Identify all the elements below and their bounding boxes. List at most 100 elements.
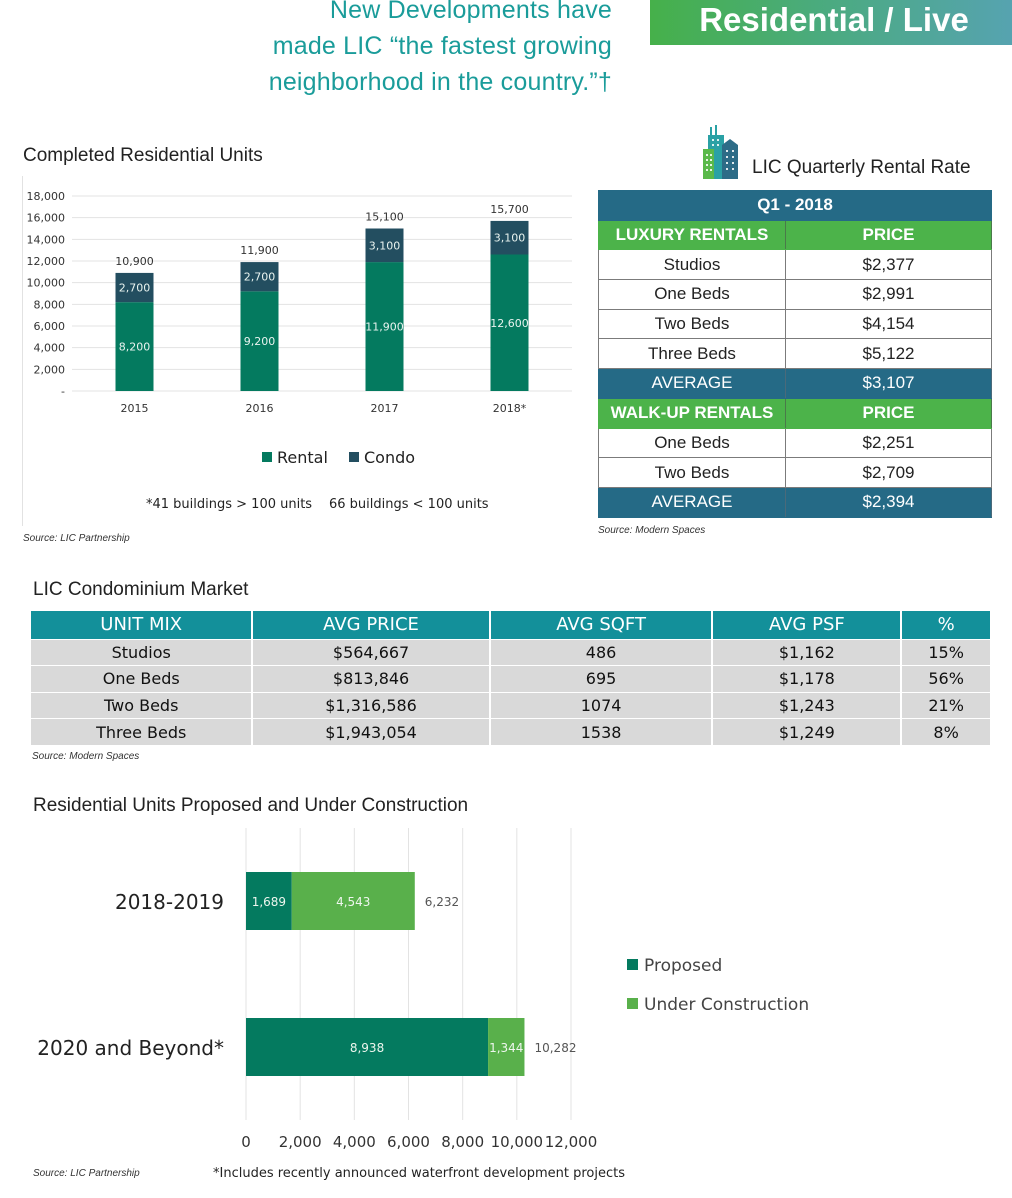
section-banner: Residential / Live [650, 0, 1012, 45]
bar-total-label: 10,900 [115, 255, 154, 268]
table-row: One Beds $2,991 [598, 279, 992, 310]
price-cell: $5,122 [785, 338, 992, 370]
condo-market-title: LIC Condominium Market [33, 579, 249, 600]
y-tick-label: 14,000 [27, 233, 66, 246]
y-category-label: 2020 and Beyond* [37, 1036, 224, 1060]
rental-rate-title: LIC Quarterly Rental Rate [752, 157, 971, 178]
bar-value-label: 2,700 [244, 271, 276, 284]
period-cell: Q1 - 2018 [598, 190, 992, 221]
bar-total-label: 15,700 [490, 203, 529, 216]
x-tick-label: 2016 [246, 402, 274, 415]
headline-line: New Developments have [329, 0, 612, 24]
chart-footnote: 66 buildings < 100 units [329, 497, 489, 512]
legend-swatch-rental [262, 452, 272, 462]
bar-proposed [246, 872, 292, 930]
bar-value-label: 9,200 [244, 335, 276, 348]
x-tick-label: 8,000 [441, 1133, 484, 1151]
bar-value-label: 1,689 [252, 895, 286, 909]
header-cell: PRICE [785, 397, 992, 429]
walkup-header-row: WALK-UP RENTALS PRICE [598, 397, 992, 429]
average-label-cell: AVERAGE [598, 368, 786, 399]
column-header: % [901, 611, 990, 639]
y-tick-label: 10,000 [27, 277, 66, 290]
y-tick-label: 18,000 [27, 190, 66, 203]
bar-value-label: 4,543 [336, 895, 370, 909]
table-row: Studios $2,377 [598, 249, 992, 281]
percent-cell: 8% [901, 718, 990, 745]
legend-label: Condo [364, 448, 415, 467]
table-period-row: Q1 - 2018 [598, 190, 992, 221]
avg-psf-cell: $1,178 [712, 665, 903, 692]
chart-footnote: *41 buildings > 100 units [146, 497, 312, 512]
walkup-average-row: AVERAGE $2,394 [598, 486, 992, 518]
y-tick-label: 4,000 [34, 342, 66, 355]
bar-value-label: 12,600 [490, 317, 529, 330]
bar-value-label: 11,900 [365, 321, 404, 334]
y-tick-label: 2,000 [34, 363, 66, 376]
percent-cell: 21% [901, 691, 990, 719]
proposed-units-chart: 0 2,000 4,000 6,000 8,000 10,000 12,000 1,689 4,… [37, 828, 809, 1151]
bar-condo [115, 272, 154, 303]
bar-total-label: 15,100 [365, 211, 404, 224]
bar-value-label: 8,938 [350, 1041, 384, 1055]
bar-total-label: 10,282 [534, 1041, 576, 1055]
table-row: Three Beds $5,122 [598, 338, 992, 370]
column-header: AVG SQFT [489, 611, 714, 639]
bar-under-construction [291, 872, 415, 930]
x-tick-label: 10,000 [491, 1133, 544, 1151]
headline-line: made LIC “the fastest growing [272, 32, 612, 60]
x-tick-label: 0 [241, 1133, 251, 1151]
x-tick-label: 6,000 [387, 1133, 430, 1151]
x-tick-label: 2015 [121, 402, 149, 415]
bar-condo [365, 228, 404, 263]
luxury-header-row: LUXURY RENTALS PRICE [598, 219, 992, 251]
table-row: Three Beds $1,943,054 1538 $1,249 8% [31, 718, 990, 745]
bar-condo [240, 262, 279, 292]
header-cell: WALK-UP RENTALS [598, 397, 786, 429]
bar-rental [240, 291, 279, 391]
column-header: AVG PSF [712, 611, 903, 639]
legend-swatch-condo [349, 452, 359, 462]
table-row: Studios $564,667 486 $1,162 15% [31, 638, 990, 666]
headline-line: neighborhood in the country.”† [268, 68, 612, 96]
percent-cell: 56% [901, 665, 990, 692]
column-header: AVG PRICE [252, 611, 491, 639]
unit-type-cell: Studios [598, 249, 786, 281]
header-cell: LUXURY RENTALS [598, 219, 786, 251]
x-tick-label: 2018* [493, 402, 527, 415]
price-cell: $2,377 [785, 249, 992, 281]
table-row: One Beds $2,251 [598, 427, 992, 459]
bar-rental [115, 302, 154, 391]
avg-psf-cell: $1,162 [712, 638, 903, 666]
x-tick-label: 2,000 [279, 1133, 322, 1151]
price-cell: $2,709 [785, 457, 992, 488]
price-cell: $2,251 [785, 427, 992, 459]
condo-market-table: UNIT MIX AVG PRICE AVG SQFT AVG PSF % St… [31, 611, 990, 745]
table-header-row: UNIT MIX AVG PRICE AVG SQFT AVG PSF % [31, 611, 990, 639]
bar-rental [490, 254, 529, 391]
proposed-units-source: Source: LIC Partnership [33, 1168, 140, 1179]
bar-total-label: 6,232 [425, 895, 459, 909]
avg-sqft-cell: 1074 [489, 691, 714, 719]
legend-label: Proposed [644, 956, 722, 976]
chart-frame-divider [22, 176, 23, 526]
y-tick-label: 16,000 [27, 212, 66, 225]
x-tick-label: 2017 [371, 402, 399, 415]
unit-type-cell: Two Beds [598, 308, 786, 340]
completed-units-source: Source: LIC Partnership [23, 533, 130, 544]
unit-type-cell: Three Beds [598, 338, 786, 370]
avg-price-cell: $813,846 [252, 665, 491, 692]
percent-cell: 15% [901, 638, 990, 666]
condo-market-source: Source: Modern Spaces [32, 751, 140, 762]
avg-sqft-cell: 695 [489, 665, 714, 692]
proposed-units-footnote: *Includes recently announced waterfront … [213, 1166, 625, 1181]
price-cell: $4,154 [785, 308, 992, 340]
bar-value-label: 8,200 [119, 341, 151, 354]
bar-value-label: 3,100 [494, 232, 526, 245]
unit-mix-cell: Studios [31, 638, 254, 666]
unit-mix-cell: Three Beds [31, 718, 254, 745]
x-tick-label: 4,000 [333, 1133, 376, 1151]
table-row: Two Beds $4,154 [598, 308, 992, 340]
average-label-cell: AVERAGE [598, 486, 786, 518]
rental-rate-source: Source: Modern Spaces [598, 525, 706, 536]
